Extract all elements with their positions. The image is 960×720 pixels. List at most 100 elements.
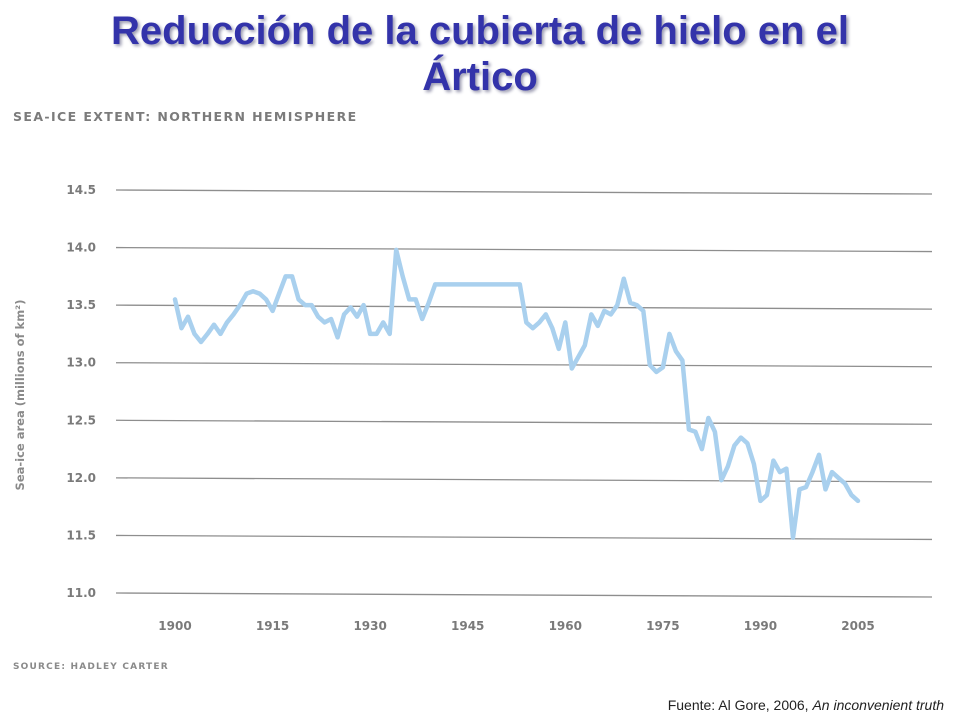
slide-title-line-1: Reducción de la cubierta de hielo en el [111, 9, 849, 53]
data-point [173, 297, 177, 301]
data-point [817, 453, 821, 457]
y-tick-label: 11.0 [66, 586, 96, 600]
data-point [648, 363, 652, 367]
data-point [531, 326, 535, 330]
y-tick-label: 14.5 [66, 183, 96, 197]
data-point [706, 416, 710, 420]
data-point [615, 303, 619, 307]
x-tick-label: 1945 [451, 619, 484, 633]
data-point [218, 332, 223, 336]
data-point [316, 315, 320, 319]
data-point [349, 305, 353, 310]
data-point [420, 317, 424, 321]
grid-line [115, 592, 933, 598]
x-tick-label: 1930 [353, 619, 386, 633]
data-point [381, 320, 385, 325]
data-point [687, 427, 691, 432]
y-tick-label: 14.0 [66, 241, 96, 255]
grid-line [115, 477, 933, 483]
data-point [179, 326, 184, 330]
y-axis-ticks: 14.5 14.0 13.5 13.0 12.5 12.0 11.5 11.0 [66, 183, 96, 600]
credit-book-title: An inconvenient truth [812, 697, 944, 713]
data-point [771, 458, 776, 463]
x-tick-label: 1915 [256, 619, 289, 633]
data-point [576, 355, 580, 359]
data-point [700, 447, 704, 451]
data-point [199, 340, 203, 344]
data-point [674, 349, 678, 353]
data-point [407, 297, 411, 301]
grid-lines [115, 189, 933, 598]
data-point [758, 499, 763, 503]
x-tick-label: 1975 [646, 619, 679, 633]
data-point [186, 315, 190, 319]
data-point [310, 303, 314, 307]
data-point [680, 358, 684, 363]
chart-source: SOURCE: HADLEY CARTER [13, 662, 169, 672]
data-point [635, 303, 639, 307]
grid-line [115, 419, 933, 425]
y-tick-label: 13.5 [66, 298, 96, 312]
data-point [693, 430, 697, 434]
data-point [661, 365, 665, 369]
data-point [570, 366, 574, 371]
data-point [823, 487, 828, 491]
data-point [238, 303, 242, 307]
data-point [394, 248, 398, 252]
sea-ice-series-line [172, 247, 861, 540]
data-point [257, 292, 262, 296]
y-tick-label: 12.5 [66, 413, 96, 427]
data-point [244, 292, 249, 296]
data-point [791, 536, 795, 540]
data-point [836, 476, 841, 480]
y-tick-label: 11.5 [66, 528, 96, 542]
data-point [323, 320, 327, 325]
data-point [205, 332, 210, 336]
data-point [251, 289, 255, 293]
data-point [628, 301, 632, 305]
data-point [192, 332, 197, 336]
data-point [719, 478, 724, 482]
data-point [667, 332, 671, 336]
data-point [732, 444, 737, 448]
x-tick-label: 1990 [744, 619, 777, 633]
data-point [368, 332, 372, 336]
y-tick-label: 13.0 [66, 356, 96, 370]
data-point [550, 326, 554, 330]
data-point [602, 309, 606, 313]
data-point [596, 324, 600, 328]
data-point [401, 274, 405, 278]
data-point [641, 309, 645, 313]
data-point [433, 282, 437, 287]
data-point [466, 282, 470, 287]
data-point [264, 297, 268, 301]
data-point [290, 274, 294, 278]
data-point [830, 470, 834, 474]
grid-line [115, 534, 933, 541]
data-point [739, 435, 743, 440]
slide-title: Reducción de la cubierta de hielo en el … [0, 8, 960, 100]
data-point [544, 312, 548, 316]
data-point [225, 320, 229, 325]
slide-title-line-2: Ártico [422, 55, 538, 99]
x-axis-ticks: 1900 1915 1930 1945 1960 1975 1990 2005 [158, 619, 874, 633]
x-tick-label: 2005 [841, 619, 874, 633]
data-point [804, 485, 808, 489]
data-point [231, 312, 236, 316]
data-point [784, 467, 789, 471]
data-point [654, 370, 658, 374]
data-point [362, 303, 366, 307]
data-point [388, 332, 392, 336]
data-point [745, 441, 750, 445]
data-point [609, 312, 613, 316]
data-point [726, 464, 730, 468]
data-point [336, 335, 340, 339]
data-point [427, 301, 431, 305]
data-point [518, 282, 522, 287]
data-point [557, 347, 561, 351]
data-point [212, 323, 216, 327]
data-point [778, 470, 782, 474]
grid-line [115, 362, 933, 368]
series-layer [172, 247, 861, 540]
